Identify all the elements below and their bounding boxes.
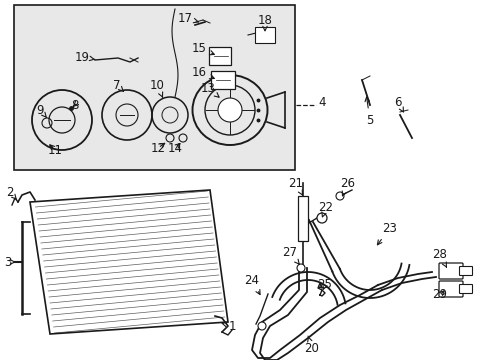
Text: 10: 10 [149, 78, 164, 97]
Text: 14: 14 [167, 141, 182, 154]
Text: 18: 18 [257, 14, 272, 31]
Text: 15: 15 [191, 41, 214, 55]
Text: 17: 17 [177, 12, 198, 24]
Text: 28: 28 [432, 248, 447, 267]
Circle shape [316, 213, 326, 223]
Text: 5: 5 [365, 97, 373, 126]
Text: 7: 7 [113, 78, 123, 91]
FancyBboxPatch shape [459, 266, 471, 275]
Text: 4: 4 [317, 95, 325, 108]
Text: 6: 6 [393, 95, 403, 112]
FancyBboxPatch shape [210, 71, 235, 89]
Text: 26: 26 [340, 176, 355, 196]
Text: 2: 2 [6, 185, 17, 199]
Text: 3: 3 [4, 256, 15, 269]
FancyBboxPatch shape [254, 27, 274, 43]
Text: 23: 23 [377, 221, 397, 245]
Text: 11: 11 [47, 144, 62, 157]
FancyBboxPatch shape [208, 47, 230, 65]
Text: 29: 29 [431, 288, 447, 302]
Text: 20: 20 [304, 336, 319, 355]
Text: 22: 22 [318, 201, 333, 217]
FancyBboxPatch shape [459, 284, 471, 293]
Bar [297, 196, 307, 241]
Text: 19: 19 [74, 50, 95, 63]
Circle shape [296, 264, 305, 272]
Bar [14, 5, 294, 170]
Text: 21: 21 [288, 176, 303, 195]
Text: 13: 13 [200, 81, 219, 97]
Circle shape [218, 98, 242, 122]
Text: 16: 16 [191, 66, 214, 79]
Text: 24: 24 [244, 274, 260, 294]
Text: 12: 12 [150, 141, 165, 154]
Text: 27: 27 [282, 247, 299, 265]
FancyBboxPatch shape [438, 281, 462, 297]
Circle shape [335, 192, 343, 200]
Text: 9: 9 [36, 104, 46, 117]
Polygon shape [30, 190, 227, 334]
Text: 8: 8 [71, 99, 79, 112]
Text: 1: 1 [222, 320, 235, 333]
FancyBboxPatch shape [438, 263, 462, 279]
Circle shape [258, 322, 265, 330]
Text: 25: 25 [317, 279, 332, 292]
